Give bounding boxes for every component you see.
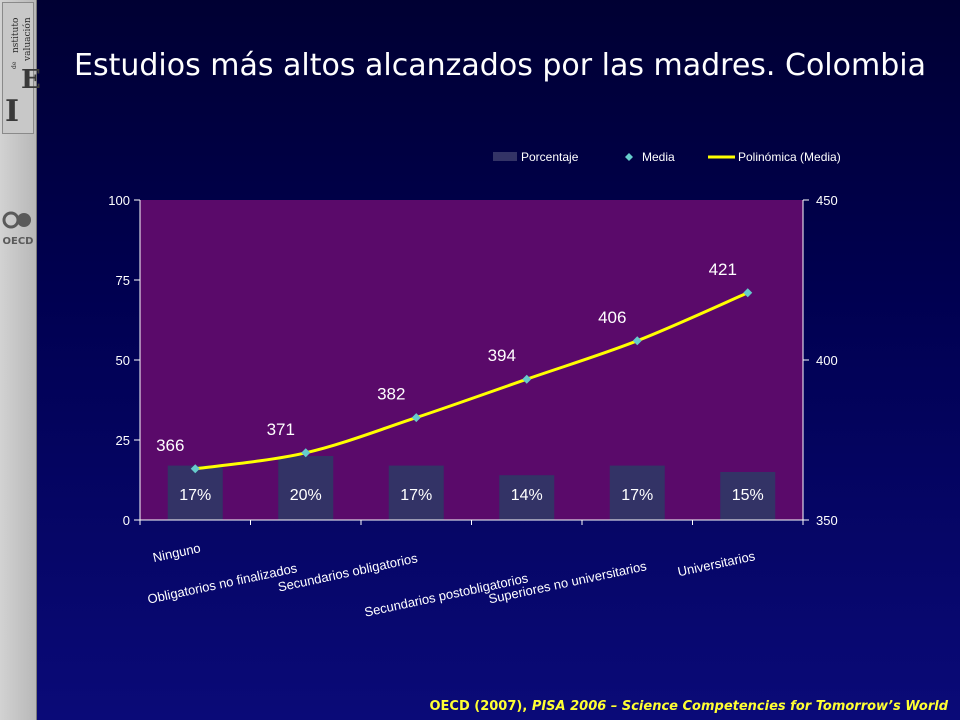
bar-series	[167, 456, 776, 520]
mean-label-1: 366	[156, 436, 184, 455]
category-label-2: Obligatorios no finalizados	[146, 560, 299, 606]
bar-label-2: 20%	[290, 487, 322, 504]
mean-label-5: 406	[598, 308, 626, 327]
bar-3	[388, 465, 444, 520]
legend-swatch-porcentaje	[493, 152, 517, 161]
footer-citation: OECD (2007), PISA 2006 – Science Compete…	[429, 699, 948, 714]
bar-label-4: 14%	[511, 487, 543, 504]
data-labels: 17% 20% 17% 14% 17% 15% 366 371 382 394 406 421	[156, 260, 764, 504]
bar-6	[720, 472, 776, 520]
oecd-logo-text: OECD	[3, 236, 34, 247]
mean-point-4	[522, 374, 532, 384]
legend-label-polinomica: Polinómica (Media)	[738, 150, 841, 164]
mean-label-6: 421	[709, 260, 737, 279]
y-left-tick-label-100: 100	[108, 193, 130, 208]
category-label-3: Secundarios obligatorios	[276, 550, 419, 594]
bar-label-1: 17%	[179, 487, 211, 504]
y-left-tick-label-50: 50	[116, 353, 130, 368]
bar-2	[278, 456, 334, 520]
y-right-tick-label-400: 400	[816, 353, 838, 368]
plot-area	[140, 200, 803, 520]
legend-swatch-media	[625, 153, 633, 161]
bar-4	[499, 475, 555, 520]
axes: 0 25 50 75 100 350 400 450	[108, 193, 837, 528]
mean-points	[190, 288, 753, 474]
logo-letter-i: I	[5, 94, 20, 129]
instituto-evaluacion-logo: nstituto de valuación E I	[2, 2, 41, 134]
trend-line	[195, 291, 749, 471]
page-title: Estudios más altos alcanzados por las ma…	[74, 48, 926, 83]
category-label-6: Universitarios	[676, 548, 757, 579]
oecd-logo: OECD	[2, 211, 34, 247]
mean-point-5	[632, 336, 642, 346]
bar-label-3: 17%	[400, 487, 432, 504]
category-label-1: Ninguno	[151, 540, 201, 565]
mean-point-2	[301, 448, 311, 458]
logo-letter-e: E	[21, 65, 41, 95]
mean-label-2: 371	[267, 420, 295, 439]
chart-legend: Porcentaje Media Polinómica (Media)	[493, 150, 841, 164]
mean-point-1	[190, 464, 200, 474]
legend-label-porcentaje: Porcentaje	[521, 150, 579, 164]
mean-point-6	[743, 288, 753, 298]
mean-point-3	[411, 413, 421, 423]
mean-label-3: 382	[377, 385, 405, 404]
bar-1	[167, 465, 223, 520]
y-left-tick-label-25: 25	[116, 433, 130, 448]
bar-label-5: 17%	[621, 487, 653, 504]
legend-label-media: Media	[642, 150, 675, 164]
mean-label-4: 394	[488, 346, 516, 365]
y-right-tick-label-350: 350	[816, 513, 838, 528]
y-left-tick-label-0: 0	[123, 513, 130, 528]
bar-5	[609, 465, 665, 520]
y-left-tick-label-75: 75	[116, 273, 130, 288]
footer-work: PISA 2006 – Science Competencies for Tom…	[531, 699, 948, 714]
y-right-tick-label-450: 450	[816, 193, 838, 208]
footer-source: OECD (2007),	[429, 699, 532, 714]
sidebar: nstituto de valuación E I OECD	[0, 0, 41, 720]
bar-label-6: 15%	[732, 487, 764, 504]
